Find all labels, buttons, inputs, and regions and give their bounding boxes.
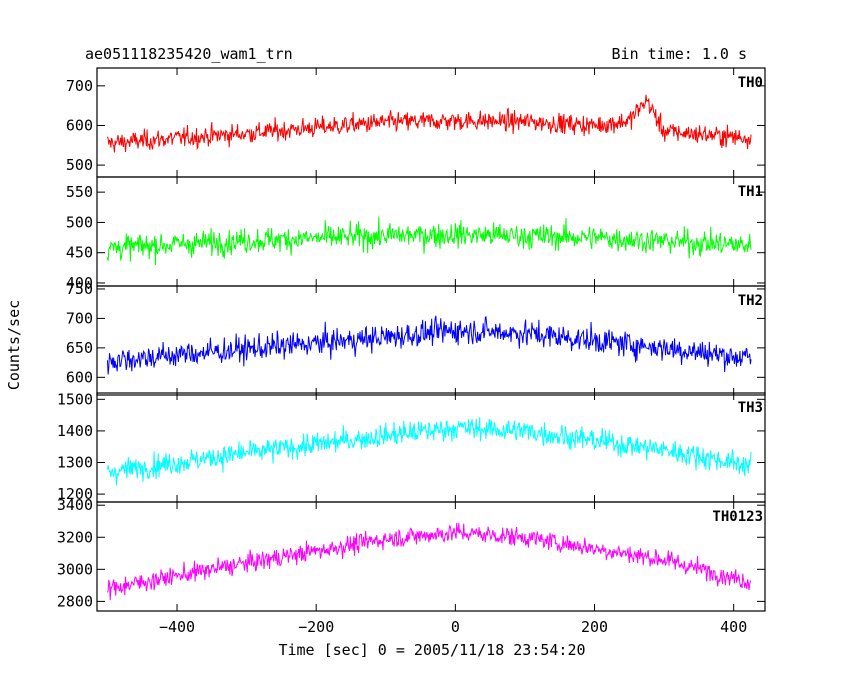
y-axis-label: Counts/sec (5, 300, 23, 390)
y-tick-label: 750 (66, 280, 93, 298)
panel-frame (96, 501, 766, 612)
series-line-th2 (106, 315, 752, 375)
x-axis-label: Time [sec] 0 = 2005/11/18 23:54:20 (278, 641, 585, 659)
x-tick-label: 400 (720, 618, 747, 636)
panel-label-th1: TH1 (738, 184, 763, 200)
y-tick-label: 500 (66, 213, 93, 231)
panel-th1: 400 450 500 550 TH1 (66, 176, 766, 292)
x-tick-label: 200 (581, 618, 608, 636)
x-tick-label: −200 (298, 618, 334, 636)
y-tick-label: 3000 (57, 560, 93, 578)
y-tick-label: 600 (66, 116, 93, 134)
panel-th3: 1200 1300 1400 1500 TH3 (57, 390, 766, 503)
y-tick-label: 650 (66, 339, 93, 357)
bin-time-label: Bin time: 1.0 s (612, 45, 747, 63)
y-tick-label: 1300 (57, 454, 93, 472)
y-tick-label: 550 (66, 183, 93, 201)
panel-th2: 600 650 700 750 TH2 (66, 280, 766, 396)
panel-label-th0: TH0 (738, 75, 763, 91)
y-tick-label: 1500 (57, 390, 93, 408)
y-tick-label: 500 (66, 156, 93, 174)
y-tick-label: 700 (66, 77, 93, 95)
series-line-th1 (106, 216, 752, 265)
x-tick-label: −400 (159, 618, 195, 636)
panel-label-th0123: TH0123 (712, 509, 763, 525)
y-tick-label: 2800 (57, 592, 93, 610)
y-tick-label: 700 (66, 309, 93, 327)
y-tick-label: 1200 (57, 485, 93, 503)
y-tick-label: 3400 (57, 496, 93, 514)
y-tick-label: 400 (66, 274, 93, 292)
y-tick-label: 450 (66, 244, 93, 262)
series-line-th0123 (107, 522, 752, 601)
series-line-th3 (106, 417, 752, 486)
y-tick-label: 3200 (57, 528, 93, 546)
plot-title: ae051118235420_wam1_trn (85, 45, 293, 63)
panel-th0123: 2800 3000 3200 3400 TH0123 (57, 496, 766, 612)
panel-label-th2: TH2 (738, 293, 763, 309)
y-tick-label: 1400 (57, 422, 93, 440)
panel-label-th3: TH3 (738, 400, 763, 416)
series-line-th0 (106, 94, 752, 153)
x-tick-label: 0 (451, 618, 460, 636)
x-axis: −400 −200 0 200 400 (159, 618, 747, 636)
y-tick-label: 600 (66, 368, 93, 386)
panel-frame (96, 285, 766, 396)
panels-group: 500 600 700 TH0 400 450 500 550 TH1 600 650 700 750 T… (57, 67, 766, 612)
panel-th0: 500 600 700 TH0 (66, 67, 766, 178)
